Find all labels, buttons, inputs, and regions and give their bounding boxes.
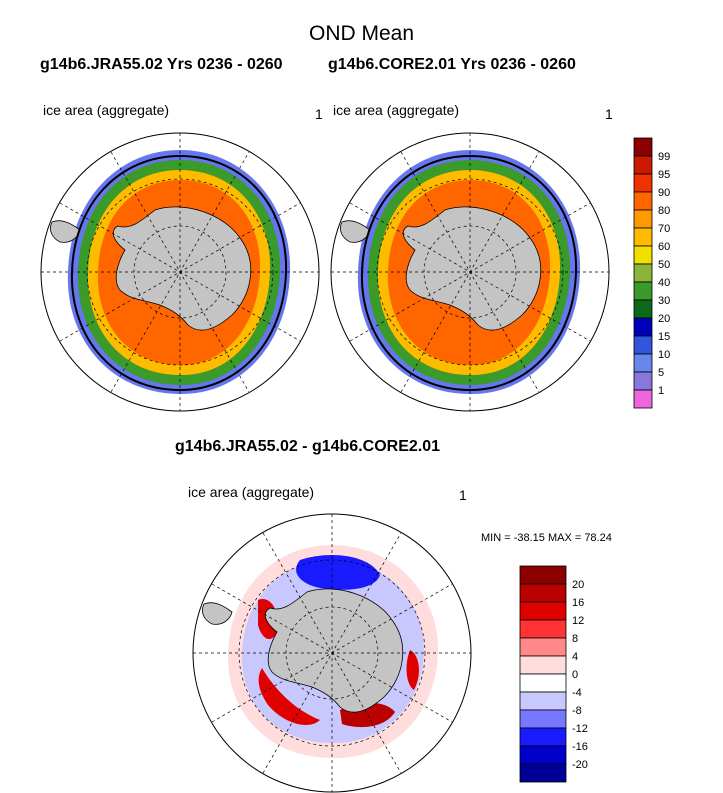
subtitle-difference: g14b6.JRA55.02 - g14b6.CORE2.01 <box>175 438 441 455</box>
south-america-land-difference <box>202 602 233 625</box>
colorbar-difference-cell <box>519 691 567 711</box>
colorbar-concentration-label: 70 <box>658 223 670 235</box>
colorbar-difference-cell <box>519 727 567 747</box>
colorbar-difference-cell <box>519 709 567 729</box>
main-title: OND Mean <box>308 22 415 45</box>
panel-left-label-core2: ice area (aggregate) <box>333 102 460 118</box>
colorbar-concentration: 99 95 90 80 70 60 50 40 30 20 15 10 5 1 <box>633 137 670 409</box>
colorbar-concentration-cell <box>633 317 653 337</box>
colorbar-concentration-cell <box>633 227 653 247</box>
colorbar-concentration-label: 10 <box>658 349 670 361</box>
colorbar-concentration-label: 50 <box>658 259 670 271</box>
south-america-land-core2 <box>340 220 371 243</box>
colorbar-difference-label: 0 <box>572 669 578 681</box>
colorbar-concentration-label: 90 <box>658 187 670 199</box>
diff-positive-blob-southwest <box>258 668 320 725</box>
colorbar-concentration-label: 5 <box>658 367 664 379</box>
colorbar-concentration-cell <box>633 155 653 175</box>
colorbar-difference-cell <box>519 637 567 657</box>
colorbar-concentration-label: 95 <box>658 169 670 181</box>
colorbar-concentration-cell <box>633 173 653 193</box>
colorbar-difference-label: 8 <box>572 633 578 645</box>
panel-right-label-core2: 1 <box>605 106 613 122</box>
difference-min-max: MIN = -38.15 MAX = 78.24 <box>481 532 612 544</box>
colorbar-concentration-cell <box>633 245 653 265</box>
panel-left-label-difference: ice area (aggregate) <box>188 484 315 500</box>
diff-positive-blob-east <box>406 650 419 690</box>
colorbar-concentration-cell <box>633 371 653 391</box>
colorbar-concentration-label: 60 <box>658 241 670 253</box>
colorbar-difference-label: 20 <box>572 579 584 591</box>
colorbar-difference-label: -12 <box>572 723 588 735</box>
colorbar-concentration-cell <box>633 281 653 301</box>
ice-extent-contour-jra55 <box>70 154 288 392</box>
colorbar-difference-cell <box>519 745 567 765</box>
ice-extent-contour-core2 <box>360 154 578 392</box>
colorbar-difference-cell <box>519 565 567 585</box>
colorbar-difference-label: 12 <box>572 615 584 627</box>
colorbar-concentration-cell <box>633 191 653 211</box>
south-america-land-jra55 <box>50 220 81 243</box>
subtitle-jra55: g14b6.JRA55.02 Yrs 0236 - 0260 <box>40 56 283 73</box>
colorbar-difference-label: -8 <box>572 705 582 717</box>
panel-right-label-difference: 1 <box>459 487 467 503</box>
colorbar-concentration-cell <box>633 137 653 157</box>
antarctica-land-jra55 <box>112 206 252 331</box>
colorbar-concentration-label: 1 <box>658 385 664 397</box>
colorbar-difference-label: -16 <box>572 741 588 753</box>
colorbar-difference-cell <box>519 673 567 693</box>
colorbar-concentration-label: 20 <box>658 313 670 325</box>
colorbar-concentration-label: 99 <box>658 151 670 163</box>
subtitle-core2: g14b6.CORE2.01 Yrs 0236 - 0260 <box>328 56 576 73</box>
colorbar-concentration-label: 40 <box>658 277 670 289</box>
colorbar-concentration-cell <box>633 335 653 355</box>
map-difference <box>192 513 472 793</box>
map-core2 <box>330 132 610 412</box>
panel-right-label-jra55: 1 <box>315 106 323 122</box>
colorbar-concentration-label: 80 <box>658 205 670 217</box>
colorbar-difference-cell <box>519 655 567 675</box>
colorbar-difference-label: 4 <box>572 651 578 663</box>
colorbar-concentration-cell <box>633 209 653 229</box>
colorbar-concentration-cell <box>633 299 653 319</box>
antarctica-land-core2 <box>402 206 542 331</box>
panel-left-label-jra55: ice area (aggregate) <box>43 102 170 118</box>
colorbar-difference-cell <box>519 763 567 783</box>
colorbar-concentration-cell <box>633 353 653 373</box>
colorbar-concentration-cell <box>633 389 653 409</box>
colorbar-difference-cell <box>519 583 567 603</box>
colorbar-concentration-label: 30 <box>658 295 670 307</box>
colorbar-difference-cell <box>519 601 567 621</box>
colorbar-difference-cell <box>519 619 567 639</box>
colorbar-difference-label: -4 <box>572 687 582 699</box>
map-jra55 <box>40 132 320 412</box>
colorbar-difference-label: -20 <box>572 759 588 771</box>
colorbar-difference-label: 16 <box>572 597 584 609</box>
colorbar-concentration-label: 15 <box>658 331 670 343</box>
colorbar-concentration-cell <box>633 263 653 283</box>
colorbar-difference: 20 16 12 8 4 0 -4 -8 -12 -16 -20 <box>519 565 588 783</box>
